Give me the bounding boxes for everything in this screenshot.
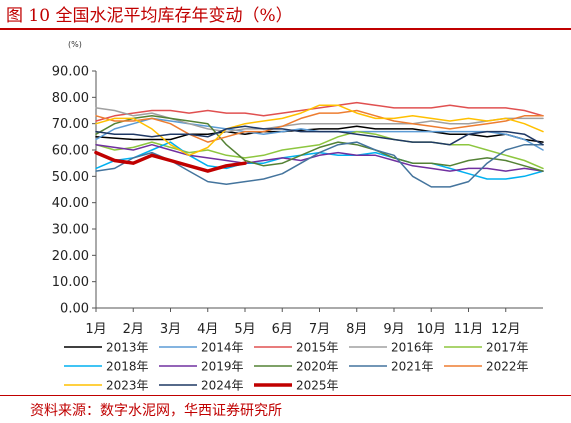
- page-title: 图 10 全国水泥平均库存年变动（%）: [6, 6, 293, 26]
- x-tick-label: 9月: [383, 322, 404, 337]
- legend-label: 2022年: [486, 360, 529, 374]
- legend-label: 2014年: [201, 341, 244, 355]
- y-tick-label: 30.00: [52, 223, 89, 238]
- series-line: [95, 109, 544, 143]
- series-line: [94, 150, 247, 173]
- y-tick-label: 70.00: [52, 117, 89, 132]
- title-rule: [0, 28, 571, 30]
- legend-label: 2024年: [201, 379, 244, 393]
- legend-label: 2018年: [106, 360, 149, 374]
- y-tick-label: 50.00: [52, 170, 89, 185]
- y-tick-label: 40.00: [52, 196, 89, 211]
- x-tick-label: 6月: [272, 322, 293, 337]
- y-tick-label: 20.00: [52, 249, 89, 264]
- x-tick-label: 2月: [123, 322, 144, 337]
- chart-legend: 2013年 2014年 2015年 2016年 2017年 2018年 2019年 2020年…: [64, 341, 529, 393]
- series-line: [95, 101, 544, 122]
- chart-axes: (%) 0.00 10.00 20.00 30.00 40.00 50.00 60.00 70.…: [52, 40, 543, 337]
- source-note: 资料来源：数字水泥网，华西证券研究所: [30, 403, 282, 419]
- legend-label: 2021年: [391, 360, 434, 374]
- series-line: [95, 143, 544, 172]
- y-tick-label: 10.00: [52, 275, 89, 290]
- series-line: [95, 104, 544, 157]
- source-rule: [0, 395, 571, 396]
- legend-label: 2023年: [106, 379, 149, 393]
- series-line: [95, 125, 544, 143]
- legend-label: 2016年: [391, 341, 434, 355]
- x-tick-label: 4月: [197, 322, 218, 337]
- x-tick-label: 12月: [491, 322, 521, 337]
- legend-label: 2020年: [296, 360, 339, 374]
- series-line: [95, 130, 544, 170]
- x-tick-label: 11月: [454, 322, 484, 337]
- x-tick-label: 5月: [234, 322, 255, 337]
- y-tick-label: 0.00: [60, 302, 89, 317]
- x-tick-label: 10月: [416, 322, 446, 337]
- y-axis-unit: (%): [68, 40, 82, 49]
- legend-label: 2013年: [106, 341, 149, 355]
- x-tick-label: 7月: [309, 322, 330, 337]
- series-line: [95, 141, 544, 188]
- y-tick-label: 80.00: [52, 91, 89, 106]
- chart-series: [94, 101, 544, 188]
- legend-label: 2015年: [296, 341, 339, 355]
- legend-label: 2017年: [486, 341, 529, 355]
- series-line: [95, 125, 544, 146]
- y-tick-label: 60.00: [52, 144, 89, 159]
- x-tick-label: 8月: [346, 322, 367, 337]
- x-tick-label: 1月: [85, 322, 106, 337]
- y-tick-label: 90.00: [52, 65, 89, 80]
- x-tick-label: 3月: [160, 322, 181, 337]
- legend-label: 2025年: [296, 379, 339, 393]
- series-line: [95, 115, 544, 172]
- legend-label: 2019年: [201, 360, 244, 374]
